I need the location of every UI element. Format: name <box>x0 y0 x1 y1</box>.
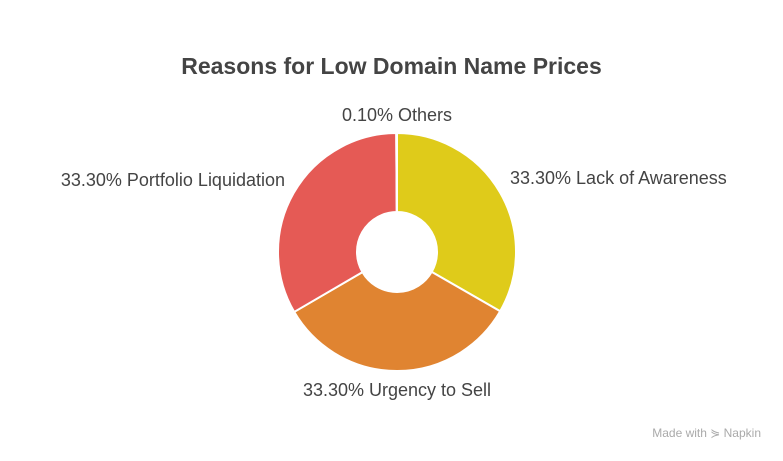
slice-0 <box>396 131 517 313</box>
slice-2 <box>277 131 398 314</box>
slice-1 <box>292 270 502 372</box>
slice-label-3: 0.10% Others <box>342 105 452 125</box>
napkin-watermark: Made with ⋟ Napkin <box>652 426 761 440</box>
slice-label-1: 33.30% Urgency to Sell <box>303 380 491 400</box>
slice-label-0: 33.30% Lack of Awareness <box>510 168 727 188</box>
slice-label-2: 33.30% Portfolio Liquidation <box>61 170 285 190</box>
slice-3 <box>395 131 398 214</box>
chart-title: Reasons for Low Domain Name Prices <box>181 53 602 79</box>
